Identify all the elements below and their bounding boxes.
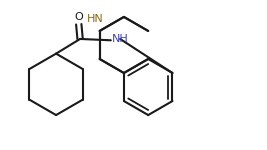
Text: NH: NH	[112, 34, 129, 44]
Text: O: O	[74, 12, 83, 22]
Text: HN: HN	[87, 14, 104, 24]
